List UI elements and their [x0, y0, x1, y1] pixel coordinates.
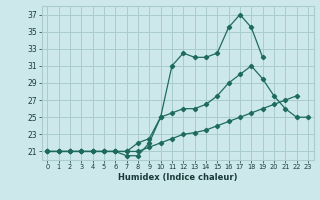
- X-axis label: Humidex (Indice chaleur): Humidex (Indice chaleur): [118, 173, 237, 182]
